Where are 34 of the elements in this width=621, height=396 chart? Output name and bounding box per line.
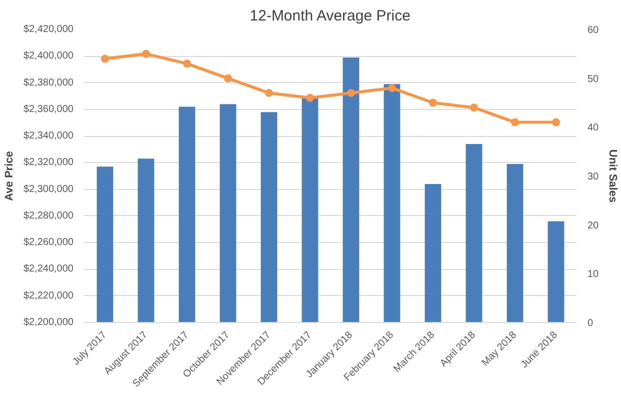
point xyxy=(265,88,273,97)
point xyxy=(470,104,478,112)
point xyxy=(183,60,191,68)
point xyxy=(511,118,519,126)
y2-tick-label: 50 xyxy=(588,74,600,85)
y-tick-label: $2,240,000 xyxy=(23,264,74,275)
y-tick-label: $2,300,000 xyxy=(23,184,74,195)
point xyxy=(388,84,396,92)
y2-tick-label: 10 xyxy=(588,269,600,280)
chart-title: 12-Month Average Price xyxy=(250,8,410,24)
point xyxy=(429,98,437,107)
point xyxy=(552,118,560,126)
point xyxy=(101,54,109,63)
y-tick-label: $2,280,000 xyxy=(23,210,74,222)
y-tick-label: $2,380,000 xyxy=(23,77,74,88)
point xyxy=(224,74,232,82)
y2-tick-label: 20 xyxy=(588,220,600,232)
point xyxy=(347,88,355,97)
y-tick-label: $2,200,000 xyxy=(23,317,74,328)
point xyxy=(306,94,314,102)
y2-axis-title: Unit Sales xyxy=(606,149,619,203)
y-tick-label: $2,260,000 xyxy=(23,237,74,248)
y2-tick-label: 30 xyxy=(588,172,600,182)
point xyxy=(142,50,150,58)
y-axis-title: Ave Price xyxy=(3,151,16,201)
y-tick-label: $2,320,000 xyxy=(23,157,74,168)
y-tick-label: $2,360,000 xyxy=(23,104,74,115)
y2-tick-label: 0 xyxy=(588,318,594,329)
y-tick-label: $2,420,000 xyxy=(23,24,74,35)
y2-tick-label: 60 xyxy=(588,25,600,36)
y2-tick-label: 40 xyxy=(588,122,600,134)
y-tick-label: $2,340,000 xyxy=(23,130,74,142)
y-tick-label: $2,220,000 xyxy=(23,290,74,302)
y-tick-label: $2,400,000 xyxy=(23,50,74,62)
